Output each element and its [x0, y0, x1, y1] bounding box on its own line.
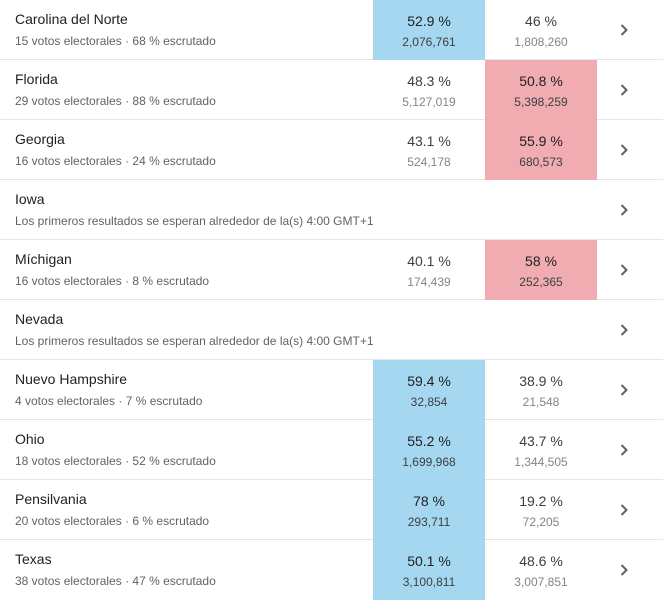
- candidate-1-votes: 524,178: [407, 155, 451, 169]
- state-name: Iowa: [15, 191, 45, 207]
- chevron-right-icon[interactable]: [616, 80, 632, 100]
- candidate-1-votes: 32,854: [410, 395, 448, 409]
- candidate-1-percent: 43.1 %: [407, 133, 451, 149]
- state-name: Nuevo Hampshire: [15, 371, 128, 387]
- candidate-2-votes: 3,007,851: [514, 575, 568, 589]
- candidate-2-percent: 50.8 %: [519, 73, 563, 89]
- candidate-2-percent: 58 %: [525, 253, 557, 269]
- state-row-michigan[interactable]: Míchigan 16 votos electorales · 8 % escr…: [0, 240, 663, 300]
- candidate-1-votes: 1,699,968: [402, 455, 456, 469]
- candidate-2-result: 58 % 252,365: [485, 240, 597, 300]
- candidate-1-percent: 55.2 %: [407, 433, 451, 449]
- chevron-right-icon[interactable]: [616, 320, 632, 340]
- candidate-2-percent: 19.2 %: [519, 493, 563, 509]
- state-subtitle: 18 votos electorales · 52 % escrutado: [15, 454, 216, 468]
- state-row-florida[interactable]: Florida 29 votos electorales · 88 % escr…: [0, 60, 663, 120]
- state-name: Pensilvania: [15, 491, 87, 507]
- candidate-1-percent: 59.4 %: [407, 373, 451, 389]
- candidate-2-percent: 46 %: [525, 13, 557, 29]
- candidate-1-votes: 3,100,811: [402, 575, 456, 589]
- state-name: Georgia: [15, 131, 65, 147]
- candidate-2-votes: 72,205: [522, 515, 560, 529]
- state-info: Nevada Los primeros resultados se espera…: [15, 300, 374, 360]
- state-name: Nevada: [15, 311, 64, 327]
- candidate-1-percent: 78 %: [413, 493, 445, 509]
- state-subtitle: 20 votos electorales · 6 % escrutado: [15, 514, 210, 528]
- state-row-georgia[interactable]: Georgia 16 votos electorales · 24 % escr…: [0, 120, 663, 180]
- chevron-right-icon[interactable]: [616, 440, 632, 460]
- candidate-1-result: 48.3 % 5,127,019: [373, 60, 485, 120]
- state-row-texas[interactable]: Texas 38 votos electorales · 47 % escrut…: [0, 540, 663, 600]
- candidate-1-votes: 293,711: [407, 515, 451, 529]
- chevron-right-icon[interactable]: [616, 260, 632, 280]
- state-info: Iowa Los primeros resultados se esperan …: [15, 180, 374, 240]
- state-row-carolina-del-norte[interactable]: Carolina del Norte 15 votos electorales …: [0, 0, 663, 60]
- state-name: Carolina del Norte: [15, 11, 128, 27]
- candidate-1-percent: 52.9 %: [407, 13, 451, 29]
- candidate-1-result: 59.4 % 32,854: [373, 360, 485, 420]
- state-subtitle: 4 votos electorales · 7 % escrutado: [15, 394, 203, 408]
- candidate-2-result: 48.6 % 3,007,851: [485, 540, 597, 600]
- chevron-right-icon[interactable]: [616, 500, 632, 520]
- state-subtitle: 29 votos electorales · 88 % escrutado: [15, 94, 216, 108]
- state-info: Ohio 18 votos electorales · 52 % escruta…: [15, 420, 365, 480]
- state-row-ohio[interactable]: Ohio 18 votos electorales · 52 % escruta…: [0, 420, 663, 480]
- candidate-2-result: 46 % 1,808,260: [485, 0, 597, 60]
- candidate-2-result: 43.7 % 1,344,505: [485, 420, 597, 480]
- candidate-2-votes: 252,365: [519, 275, 563, 289]
- state-info: Carolina del Norte 15 votos electorales …: [15, 0, 365, 60]
- candidate-2-percent: 55.9 %: [519, 133, 563, 149]
- state-name: Ohio: [15, 431, 45, 447]
- candidate-1-result: 40.1 % 174,439: [373, 240, 485, 300]
- state-info: Pensilvania 20 votos electorales · 6 % e…: [15, 480, 365, 540]
- state-subtitle: 38 votos electorales · 47 % escrutado: [15, 574, 216, 588]
- candidate-2-votes: 1,808,260: [514, 35, 568, 49]
- state-name: Míchigan: [15, 251, 72, 267]
- state-subtitle: 15 votos electorales · 68 % escrutado: [15, 34, 216, 48]
- candidate-1-votes: 5,127,019: [402, 95, 456, 109]
- chevron-right-icon[interactable]: [616, 200, 632, 220]
- chevron-right-icon[interactable]: [616, 140, 632, 160]
- candidate-2-percent: 38.9 %: [519, 373, 563, 389]
- candidate-1-result: 55.2 % 1,699,968: [373, 420, 485, 480]
- candidate-1-votes: 2,076,761: [402, 35, 456, 49]
- candidate-2-result: 19.2 % 72,205: [485, 480, 597, 540]
- state-row-nuevo-hampshire[interactable]: Nuevo Hampshire 4 votos electorales · 7 …: [0, 360, 663, 420]
- candidate-1-result: 78 % 293,711: [373, 480, 485, 540]
- candidate-2-result: 55.9 % 680,573: [485, 120, 597, 180]
- candidate-1-result: 50.1 % 3,100,811: [373, 540, 485, 600]
- state-name: Texas: [15, 551, 52, 567]
- state-row-pensilvania[interactable]: Pensilvania 20 votos electorales · 6 % e…: [0, 480, 663, 540]
- candidate-2-votes: 5,398,259: [514, 95, 568, 109]
- state-info: Florida 29 votos electorales · 88 % escr…: [15, 60, 365, 120]
- candidate-2-percent: 43.7 %: [519, 433, 563, 449]
- candidate-1-percent: 48.3 %: [407, 73, 451, 89]
- candidate-2-votes: 1,344,505: [514, 455, 568, 469]
- state-name: Florida: [15, 71, 58, 87]
- candidate-2-votes: 680,573: [519, 155, 563, 169]
- candidate-2-result: 50.8 % 5,398,259: [485, 60, 597, 120]
- state-row-iowa[interactable]: Iowa Los primeros resultados se esperan …: [0, 180, 663, 240]
- candidate-1-percent: 50.1 %: [407, 553, 451, 569]
- chevron-right-icon[interactable]: [616, 20, 632, 40]
- candidate-2-votes: 21,548: [522, 395, 560, 409]
- candidate-1-votes: 174,439: [407, 275, 451, 289]
- candidate-2-percent: 48.6 %: [519, 553, 563, 569]
- state-info: Míchigan 16 votos electorales · 8 % escr…: [15, 240, 365, 300]
- state-info: Texas 38 votos electorales · 47 % escrut…: [15, 540, 365, 600]
- state-subtitle: Los primeros resultados se esperan alred…: [15, 334, 374, 348]
- state-row-nevada[interactable]: Nevada Los primeros resultados se espera…: [0, 300, 663, 360]
- state-subtitle: Los primeros resultados se esperan alred…: [15, 214, 374, 228]
- candidate-2-result: 38.9 % 21,548: [485, 360, 597, 420]
- chevron-right-icon[interactable]: [616, 380, 632, 400]
- candidate-1-result: 43.1 % 524,178: [373, 120, 485, 180]
- state-subtitle: 16 votos electorales · 24 % escrutado: [15, 154, 216, 168]
- state-info: Nuevo Hampshire 4 votos electorales · 7 …: [15, 360, 365, 420]
- state-info: Georgia 16 votos electorales · 24 % escr…: [15, 120, 365, 180]
- candidate-1-percent: 40.1 %: [407, 253, 451, 269]
- candidate-1-result: 52.9 % 2,076,761: [373, 0, 485, 60]
- chevron-right-icon[interactable]: [616, 560, 632, 580]
- state-subtitle: 16 votos electorales · 8 % escrutado: [15, 274, 210, 288]
